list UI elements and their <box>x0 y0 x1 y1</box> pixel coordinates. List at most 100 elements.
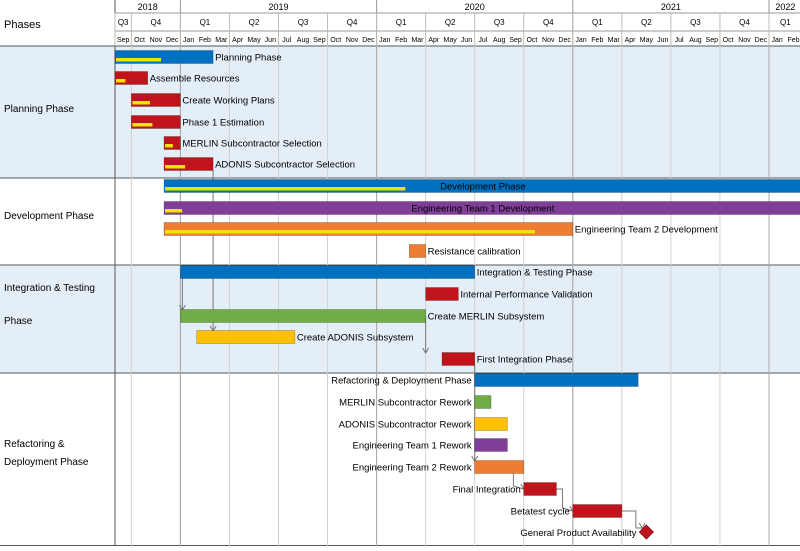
quarter-label: Q2 <box>641 18 652 27</box>
task-label: General Product Availability <box>520 528 636 539</box>
month-label: Nov <box>150 37 163 44</box>
task-bar[interactable] <box>196 330 296 344</box>
month-label: Jan <box>575 37 586 44</box>
task-bar-fill[interactable] <box>131 93 181 107</box>
task-label: Phase 1 Estimation <box>182 118 264 129</box>
task-bar[interactable] <box>474 417 508 431</box>
task-label: Create Working Plans <box>182 96 274 107</box>
task-label: Resistance calibration <box>428 247 521 258</box>
task-label: Engineering Team 2 Development <box>575 225 718 236</box>
month-label: Sep <box>313 37 326 44</box>
task-bar-fill[interactable] <box>572 504 623 518</box>
progress-indicator <box>165 144 173 148</box>
task-label: Integration & Testing Phase <box>477 268 593 279</box>
task-bar[interactable] <box>180 309 426 323</box>
task-bar[interactable] <box>163 179 800 193</box>
task-label: Internal Performance Validation <box>460 290 592 301</box>
task-bar[interactable] <box>163 222 574 236</box>
task-bar[interactable] <box>638 524 654 540</box>
task-label: Engineering Team 1 Development <box>411 204 554 215</box>
year-label: 2019 <box>268 2 288 12</box>
task-bar[interactable] <box>474 460 525 474</box>
quarter-label: Q2 <box>445 18 456 27</box>
task-bar-fill[interactable] <box>474 438 508 452</box>
quarter-label: Q1 <box>780 18 791 27</box>
phase-label: Integration & Testing Phase <box>4 283 95 327</box>
task-label: Refactoring & Deployment Phase <box>331 376 471 387</box>
task-bar-fill[interactable] <box>523 482 557 496</box>
month-label: May <box>444 37 458 44</box>
task-bar[interactable] <box>572 504 623 518</box>
task-bar[interactable] <box>408 244 426 258</box>
task-bar-fill[interactable] <box>474 460 525 474</box>
task-bar[interactable] <box>425 287 459 301</box>
quarter-label: Q4 <box>151 18 162 27</box>
milestone-marker[interactable] <box>638 524 654 540</box>
progress-indicator <box>165 209 183 213</box>
month-label: Dec <box>558 37 571 44</box>
dependency-link <box>621 510 643 529</box>
task-bar[interactable] <box>163 157 214 171</box>
task-bar-fill[interactable] <box>163 136 181 150</box>
month-label: Feb <box>787 37 799 44</box>
task-bar-fill[interactable] <box>474 417 508 431</box>
task-bar-fill[interactable] <box>196 330 296 344</box>
phase-band <box>0 46 800 178</box>
task-bar[interactable] <box>131 93 181 107</box>
month-label: Jul <box>478 37 487 44</box>
phase-band <box>0 373 800 546</box>
task-bar-fill[interactable] <box>114 71 149 85</box>
task-bar-fill[interactable] <box>163 157 214 171</box>
task-bar-fill[interactable] <box>474 395 492 409</box>
quarter-label: Q4 <box>347 18 358 27</box>
task-bar-fill[interactable] <box>163 222 574 236</box>
month-label: Aug <box>297 37 310 44</box>
task-bar[interactable] <box>441 352 476 366</box>
month-label: Nov <box>738 37 751 44</box>
task-bar[interactable] <box>180 265 475 279</box>
task-bars <box>114 50 800 540</box>
task-bar-fill[interactable] <box>474 373 639 387</box>
task-bar-fill[interactable] <box>180 309 426 323</box>
task-bar[interactable] <box>131 115 181 129</box>
task-bar-fill[interactable] <box>180 265 475 279</box>
task-labels: Planning Phase Assemble Resources Create W… <box>150 53 718 540</box>
month-label: Sep <box>706 37 719 44</box>
task-bar-fill[interactable] <box>425 287 459 301</box>
task-bar[interactable] <box>474 373 639 387</box>
task-label: ADONIS Subcontractor Selection <box>215 160 355 171</box>
month-label: Nov <box>542 37 555 44</box>
year-label: 2021 <box>661 2 681 12</box>
task-bar-fill[interactable] <box>163 201 800 215</box>
quarter-label: Q3 <box>298 18 309 27</box>
month-label: Feb <box>395 37 407 44</box>
task-bar-fill[interactable] <box>408 244 426 258</box>
task-bar[interactable] <box>523 482 557 496</box>
month-label: Dec <box>755 37 768 44</box>
phase-label: Planning Phase <box>4 104 74 115</box>
month-label: Aug <box>689 37 702 44</box>
task-label: Betatest cycle <box>511 507 570 518</box>
month-label: Sep <box>117 37 130 44</box>
dependency-link <box>556 488 573 512</box>
task-bar-fill[interactable] <box>114 50 214 64</box>
task-bar[interactable] <box>474 395 492 409</box>
quarter-label: Q3 <box>494 18 505 27</box>
year-label: 2022 <box>775 2 795 12</box>
month-label: Dec <box>362 37 375 44</box>
month-label: Feb <box>199 37 211 44</box>
task-bar[interactable] <box>114 50 214 64</box>
task-bar[interactable] <box>474 438 508 452</box>
task-bar-fill[interactable] <box>131 115 181 129</box>
task-bar[interactable] <box>114 71 149 85</box>
task-bar[interactable] <box>163 136 181 150</box>
progress-indicator <box>165 165 186 169</box>
task-bar[interactable] <box>163 201 800 215</box>
quarter-label: Q1 <box>200 18 211 27</box>
task-bar-fill[interactable] <box>441 352 476 366</box>
month-label: Dec <box>166 37 179 44</box>
year-label: 2018 <box>138 2 158 12</box>
task-label: MERLIN Subcontractor Rework <box>339 398 472 409</box>
